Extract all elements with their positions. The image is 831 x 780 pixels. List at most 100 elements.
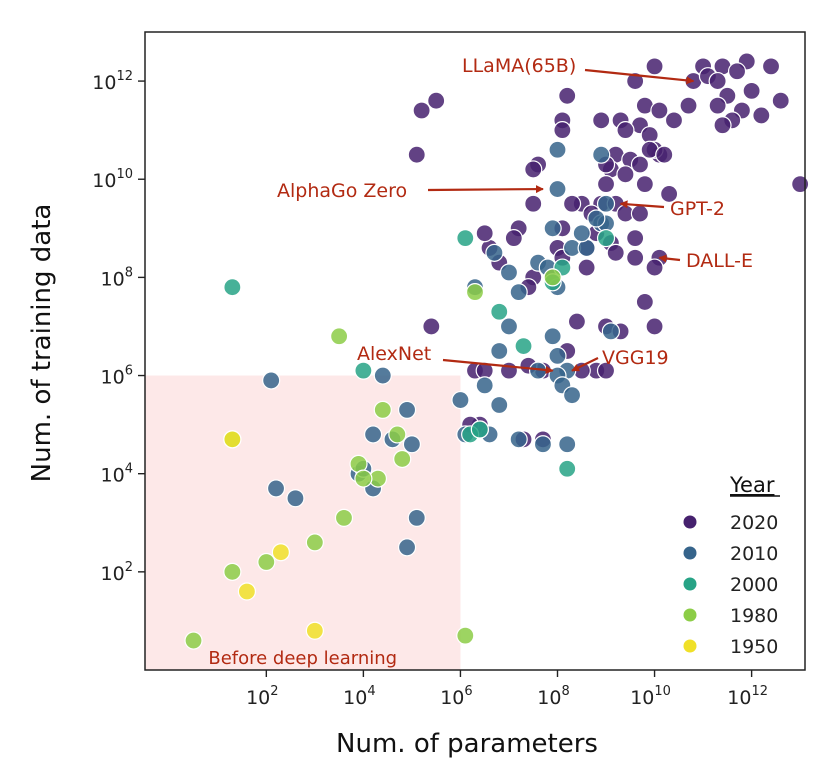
y-axis-ticks: 102 104 106 108 1010 1012 [92,69,145,585]
points-layer [184,52,810,650]
annotation-arrow [619,200,665,209]
data-point-2020 [655,145,674,164]
data-point-2020 [422,317,441,336]
data-point-1980 [330,327,349,346]
data-point-1950 [223,430,242,449]
data-point-2020 [626,229,645,248]
data-point-2010 [485,243,504,262]
data-point-2000 [596,229,616,248]
y-tick-label: 1010 [92,167,133,192]
data-point-2020 [645,317,664,336]
data-point-1980 [223,562,242,581]
data-point-2010 [363,425,383,444]
data-point-2020 [596,175,616,194]
annotation-label: AlphaGo Zero [277,180,407,202]
data-point-2020 [524,160,543,179]
annotation-arrow [571,357,599,372]
x-axis-ticks: 102 104 106 108 1010 1012 [246,670,768,709]
annotation-arrow [658,254,681,263]
data-point-2010 [490,395,509,415]
data-point-2020 [499,361,519,380]
annotation-label: GPT-2 [670,198,725,220]
data-point-2000 [354,361,373,380]
legend: Year 2020 2010 2000 1980 1950 [683,473,780,658]
y-axis-title: Num. of training data [27,204,57,483]
data-point-2020 [708,71,727,91]
data-point-2020 [407,145,426,164]
y-tick-label: 102 [101,560,133,585]
data-point-2000 [490,302,509,321]
annotation-arrow [442,358,554,374]
data-point-2020 [626,248,645,267]
data-point-2010 [548,140,567,159]
data-point-2010 [402,435,422,454]
data-point-2020 [713,116,732,135]
data-point-1980 [456,626,475,645]
data-point-2020 [606,243,625,262]
data-point-2020 [791,175,810,194]
data-point-2020 [558,86,577,105]
data-point-2010 [558,435,577,454]
data-point-1950 [305,621,324,640]
data-point-2020 [635,292,654,312]
data-point-2010 [596,194,616,213]
data-point-2020 [562,194,582,213]
x-axis-title: Num. of parameters [336,729,598,759]
data-point-2020 [616,121,635,140]
data-point-2010 [407,508,426,527]
data-point-2020 [679,96,698,115]
data-point-1980 [305,533,324,552]
x-tick-label: 102 [246,684,278,709]
data-point-2010 [509,430,528,449]
data-point-2020 [524,194,543,213]
annotation-label: DALL-E [686,250,753,272]
data-point-2010 [562,386,582,405]
annotations-layer: LLaMA(65B) AlphaGo Zero GPT-2 DALL-E AlexNet… [277,55,753,374]
data-point-2020 [630,204,650,223]
data-point-2010 [475,376,494,395]
data-point-2020 [727,62,747,81]
data-point-2020 [412,101,431,120]
x-tick-label: 1010 [630,684,671,709]
annotation-label: LLaMA(65B) [462,55,576,77]
data-point-1980 [373,400,392,419]
data-point-1980 [354,469,373,488]
data-point-2010 [397,538,417,557]
legend-swatch [683,546,697,560]
x-tick-label: 104 [343,684,375,709]
data-point-2020 [626,71,645,91]
data-point-2010 [509,283,528,302]
plot-frame [144,31,806,671]
annotation-arrow [584,68,695,85]
data-point-2020 [504,229,523,248]
data-point-2020 [630,155,650,174]
data-point-2010 [601,322,620,341]
legend-label: 1980 [730,605,778,627]
data-point-2010 [543,219,562,238]
data-point-2020 [577,258,596,277]
data-point-1980 [393,449,412,469]
data-point-2010 [548,179,567,199]
legend-label: 2020 [730,512,778,534]
data-point-2020 [427,91,446,110]
data-point-2010 [499,263,519,282]
data-point-2010 [262,371,281,390]
data-point-1950 [271,543,290,562]
data-point-2000 [558,459,577,478]
data-point-2020 [650,101,669,120]
legend-swatch [683,577,697,591]
data-point-2020 [596,361,616,380]
annotation-label: AlexNet [357,343,431,365]
x-tick-label: 1012 [727,684,768,709]
data-point-2010 [572,224,591,243]
data-point-2010 [286,489,305,508]
data-point-2010 [592,145,611,164]
data-point-1980 [465,283,485,302]
legend-swatch [683,639,697,653]
data-point-2010 [373,366,392,385]
y-tick-label: 106 [101,364,133,389]
y-tick-label: 104 [101,462,133,487]
data-point-2020 [475,224,494,243]
data-point-2020 [761,57,781,76]
